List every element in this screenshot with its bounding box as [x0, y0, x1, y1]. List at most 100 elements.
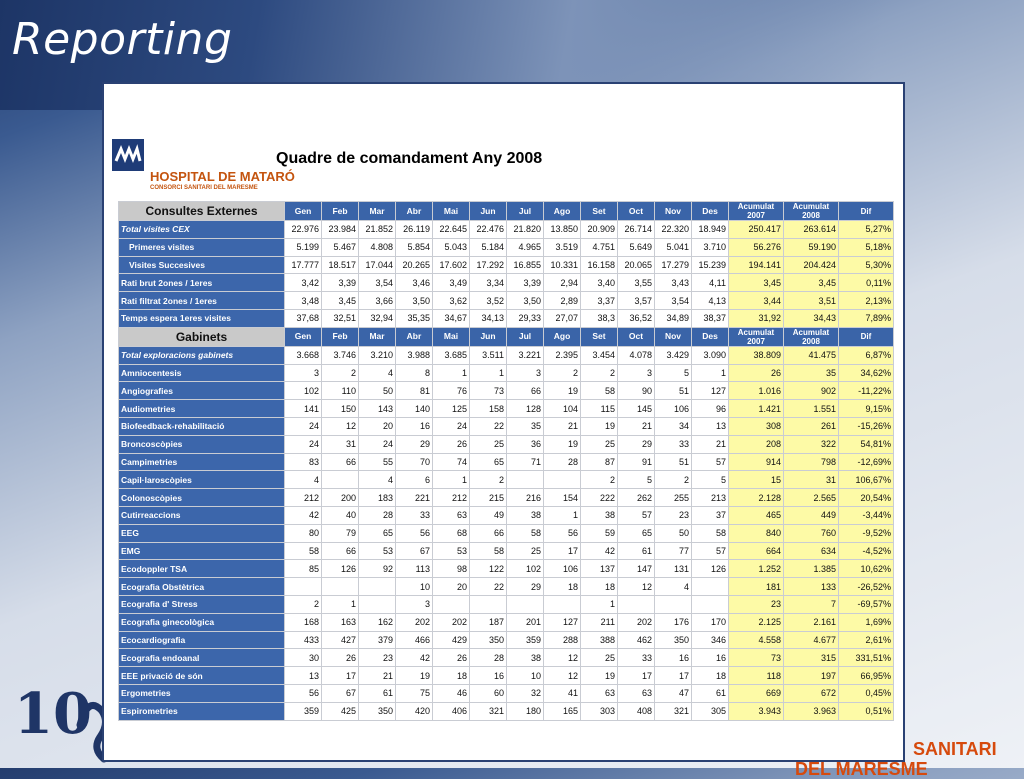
month-value: 53: [358, 541, 396, 561]
accumulated-value: 1.551: [783, 399, 839, 418]
accumulated-value: 840: [728, 523, 784, 543]
month-value: 137: [580, 559, 618, 579]
accumulated-value: 1.385: [783, 559, 839, 579]
month-value: 127: [543, 612, 581, 632]
month-value: 110: [321, 381, 359, 401]
row-label: Temps espera 1eres visites: [118, 308, 285, 328]
month-value: 5.184: [469, 237, 507, 257]
table-row: Broncoscòpies 24 31 24 29 26 25 36 19 25 29 33 21 208…: [118, 434, 894, 454]
diff-value: 9,15%: [838, 399, 894, 418]
accumulated-value: 664: [728, 541, 784, 561]
month-header: Ago: [543, 201, 581, 221]
row-label: Rati filtrat 2ones / 1eres: [118, 291, 285, 310]
month-header: Gen: [284, 201, 322, 221]
month-value: 33: [654, 434, 692, 454]
month-value: 29,33: [506, 308, 544, 328]
month-value: 1: [543, 505, 581, 525]
diff-value: 6,87%: [838, 345, 894, 365]
month-value: 427: [321, 630, 359, 650]
row-label: Colonoscòpies: [118, 488, 285, 507]
month-value: 25: [506, 541, 544, 561]
month-value: 38: [580, 505, 618, 525]
month-header: Jun: [469, 326, 507, 347]
month-value: 38,37: [691, 308, 729, 328]
table-row: Total visites CEX 22.976 23.984 21.852 26.11…: [118, 220, 894, 239]
table-row: Capil·laroscòpies 4 4 6 1 2 2 5 2 5 15 31 106,67%: [118, 470, 894, 490]
month-value: 150: [321, 399, 359, 418]
month-value: 4.078: [617, 345, 655, 365]
accumulated-value: 181: [728, 577, 784, 596]
month-value: 141: [284, 399, 322, 418]
month-value: [358, 577, 396, 596]
month-value: [321, 470, 359, 490]
month-value: 3,54: [654, 291, 692, 310]
row-label: Capil·laroscòpies: [118, 470, 285, 490]
month-value: [284, 577, 322, 596]
month-value: 68: [432, 523, 470, 543]
month-value: 58: [691, 523, 729, 543]
month-value: 5.649: [617, 237, 655, 257]
month-value: 2,94: [543, 273, 581, 293]
month-value: 23: [654, 505, 692, 525]
accumulated-value: 4.677: [783, 630, 839, 650]
accumulated-value: 204.424: [783, 255, 839, 275]
month-value: 143: [358, 399, 396, 418]
month-value: 3: [284, 363, 322, 383]
month-value: 3,55: [617, 273, 655, 293]
month-value: 5: [654, 363, 692, 383]
month-value: [432, 594, 470, 614]
month-value: 28: [358, 505, 396, 525]
month-value: 17.279: [654, 255, 692, 275]
month-value: 202: [432, 612, 470, 632]
month-value: 3,66: [358, 291, 396, 310]
table-row: Colonoscòpies 212 200 183 221 212 215 216 154 222…: [118, 488, 894, 507]
month-value: 25: [580, 648, 618, 668]
month-value: 85: [284, 559, 322, 579]
table-row: Ecodoppler TSA 85 126 92 113 98 122 102 106 137 14…: [118, 559, 894, 579]
month-value: 145: [617, 399, 655, 418]
month-value: 36: [506, 434, 544, 454]
table-row: Cutirreaccions 42 40 28 33 63 49 38 1 38 57 23 37 465…: [118, 505, 894, 525]
month-value: [506, 594, 544, 614]
month-value: 13: [691, 416, 729, 436]
month-value: 202: [617, 612, 655, 632]
row-label: Total visites CEX: [118, 220, 285, 239]
month-value: 16: [395, 416, 433, 436]
month-value: 32,51: [321, 308, 359, 328]
diff-value: -15,26%: [838, 416, 894, 436]
month-value: 75: [395, 683, 433, 703]
month-value: 33: [617, 648, 655, 668]
month-value: 21.820: [506, 220, 544, 239]
month-value: 127: [691, 381, 729, 401]
month-value: [469, 594, 507, 614]
diff-value: 7,89%: [838, 308, 894, 328]
month-value: 3.746: [321, 345, 359, 365]
month-value: 56: [395, 523, 433, 543]
month-value: 19: [543, 434, 581, 454]
table-row: Amniocentesis 3 2 4 8 1 1 3 2 2 3 5 1 26 35 34,62%: [118, 363, 894, 383]
month-value: 66: [321, 452, 359, 472]
month-value: 63: [580, 683, 618, 703]
table-row: Ecocardiografia 433 427 379 466 429 350 359 288 3…: [118, 630, 894, 650]
month-value: 4,13: [691, 291, 729, 310]
month-header: Oct: [617, 326, 655, 347]
accumulated-value: 56.276: [728, 237, 784, 257]
month-value: 19: [580, 416, 618, 436]
month-value: 211: [580, 612, 618, 632]
month-value: 53: [432, 541, 470, 561]
month-value: 31: [321, 434, 359, 454]
table-row: Audiometries 141 150 143 140 125 158 128 104 115 1…: [118, 399, 894, 418]
month-value: [358, 594, 396, 614]
month-value: 202: [395, 612, 433, 632]
month-value: 3.090: [691, 345, 729, 365]
accumulated-value: 31,92: [728, 308, 784, 328]
month-value: 2: [321, 363, 359, 383]
month-value: 255: [654, 488, 692, 507]
month-value: 61: [358, 683, 396, 703]
month-value: 170: [691, 612, 729, 632]
month-value: 51: [654, 452, 692, 472]
month-value: 1: [432, 363, 470, 383]
hospital-logo-icon: [112, 139, 144, 171]
month-value: 24: [284, 434, 322, 454]
month-value: 34: [654, 416, 692, 436]
